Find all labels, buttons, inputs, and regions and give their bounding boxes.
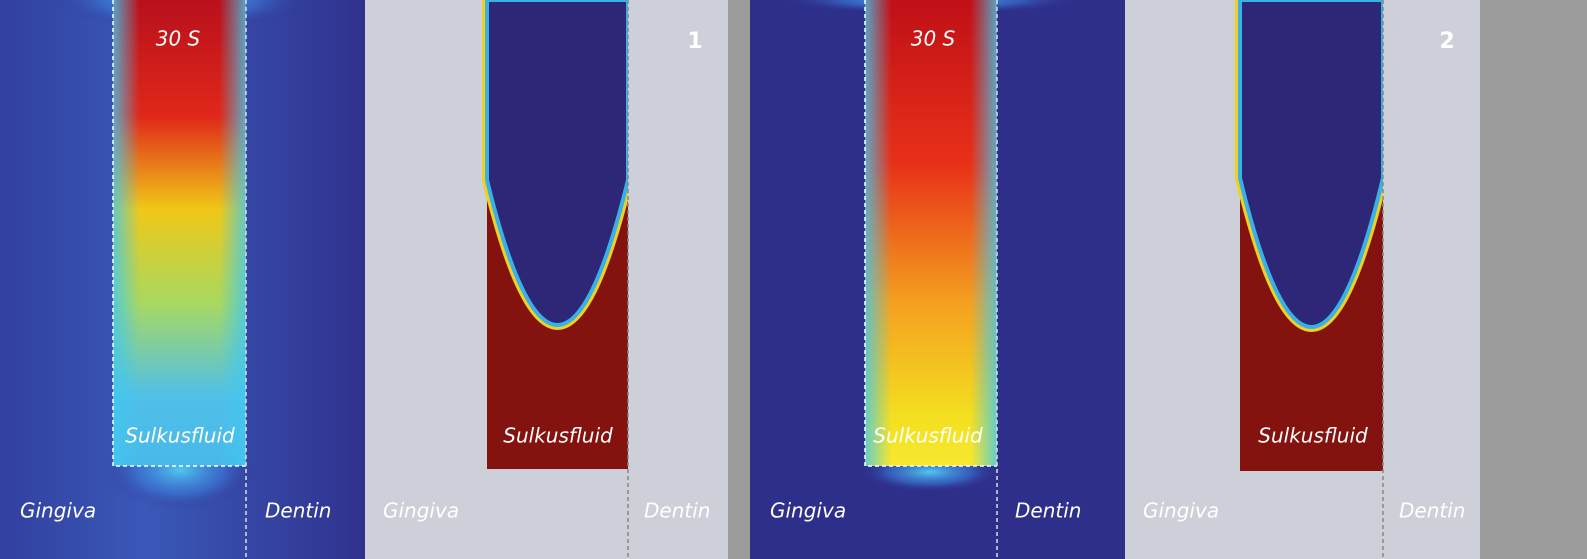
time-label: 30 S xyxy=(156,27,201,51)
heatmap-panel: 30 S Sulkusfluid Gingiva Dentin xyxy=(0,0,365,559)
dentin-label: Dentin xyxy=(1015,499,1081,523)
front xyxy=(1238,0,1385,329)
gingiva-label: Gingiva xyxy=(20,499,96,523)
panel-number: 1 xyxy=(687,29,702,54)
time-label: 30 S xyxy=(911,27,956,51)
front xyxy=(485,0,630,327)
channel-outline xyxy=(864,0,997,467)
channel-outline xyxy=(112,0,246,467)
dentin-label: Dentin xyxy=(644,499,710,523)
dentin-label: Dentin xyxy=(1399,499,1465,523)
mask xyxy=(628,0,728,559)
mask xyxy=(1125,471,1383,559)
gingiva-label: Gingiva xyxy=(1143,499,1219,523)
fluid-label: Sulkusfluid xyxy=(873,424,983,448)
mask xyxy=(365,469,628,559)
dentin-label: Dentin xyxy=(265,499,331,523)
gingiva-label: Gingiva xyxy=(770,499,846,523)
fluid-label: Sulkusfluid xyxy=(503,424,613,448)
channel-edge xyxy=(113,0,246,466)
panel-number: 2 xyxy=(1439,29,1454,54)
diagram-panel: 2 Sulkusfluid Gingiva Dentin xyxy=(1125,0,1480,559)
gingiva-label: Gingiva xyxy=(383,499,459,523)
fluid-label: Sulkusfluid xyxy=(125,424,235,448)
heatmap-panel: 30 S Sulkusfluid Gingiva Dentin xyxy=(750,0,1125,559)
fluid-label: Sulkusfluid xyxy=(1258,424,1368,448)
mask xyxy=(1383,0,1480,559)
diagram-panel: 1 Sulkusfluid Gingiva Dentin xyxy=(365,0,728,559)
channel-edge xyxy=(865,0,997,466)
